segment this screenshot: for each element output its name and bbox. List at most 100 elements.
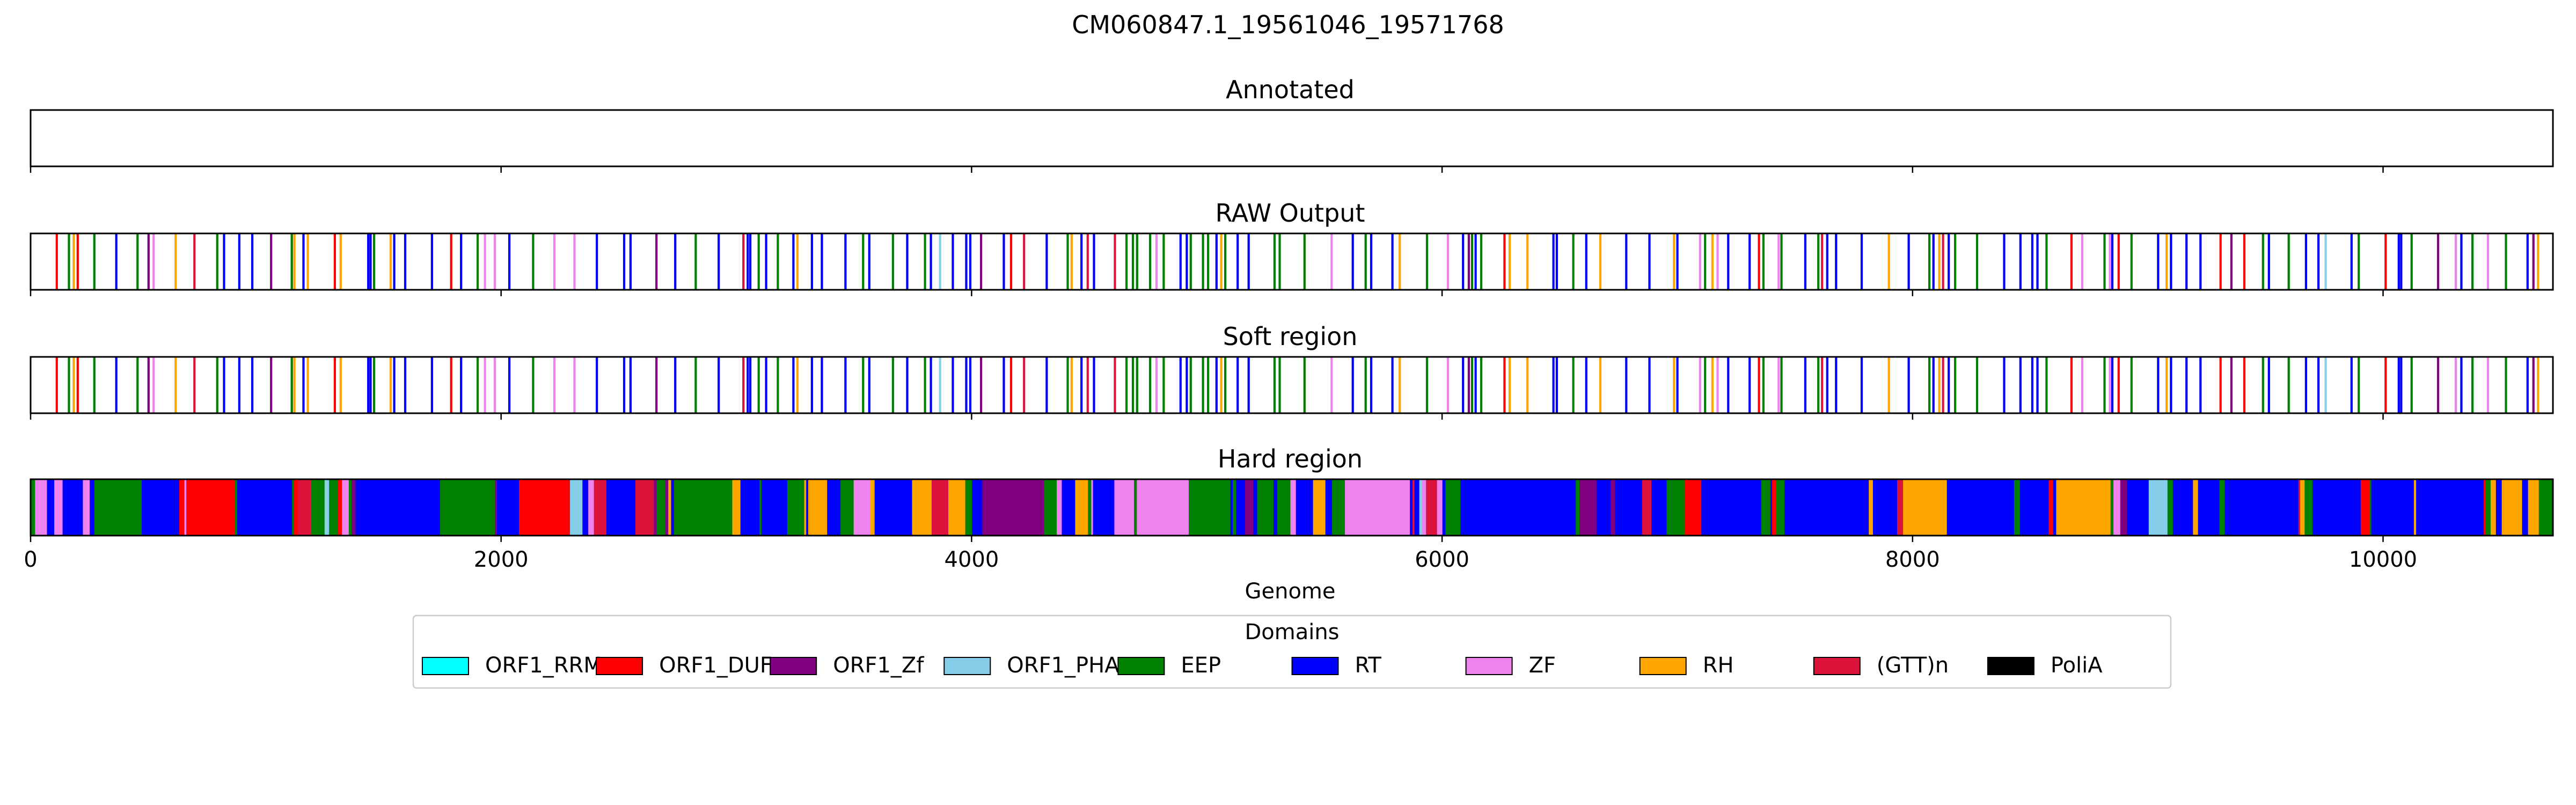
domain-segment: [2416, 479, 2422, 536]
legend-label: ORF1_DUF: [659, 653, 772, 678]
domain-segment: [2391, 479, 2395, 536]
domain-stripe: [2505, 357, 2507, 413]
domain-stripe: [1572, 233, 1575, 290]
domain-stripe: [1136, 357, 1138, 413]
domain-stripe: [573, 357, 576, 413]
domain-stripe: [2170, 357, 2172, 413]
domain-stripe: [1826, 357, 1828, 413]
domain-stripe: [216, 357, 218, 413]
domain-stripe: [174, 357, 177, 413]
domain-stripe: [2397, 233, 2400, 290]
domain-segment: [1903, 479, 1948, 536]
domain-stripe: [2130, 233, 2133, 290]
domain-segment: [668, 479, 672, 536]
domain-stripe: [389, 357, 392, 413]
domain-segment: [1525, 479, 1576, 536]
domain-segment: [1070, 479, 1075, 536]
track-title: Hard region: [1218, 444, 1363, 473]
domain-stripe: [2219, 233, 2222, 290]
domain-stripe: [891, 357, 894, 413]
domain-stripe: [2036, 233, 2039, 290]
domain-stripe: [1826, 233, 1828, 290]
domain-segment: [2371, 479, 2392, 536]
domain-segment: [1296, 479, 1309, 536]
domain-segment: [804, 479, 807, 536]
domain-stripe: [1599, 357, 1602, 413]
domain-stripe: [460, 233, 463, 290]
domain-stripe: [792, 233, 795, 290]
domain-segment: [1642, 479, 1652, 536]
domain-segment: [237, 479, 292, 536]
domain-stripe: [1555, 357, 1558, 413]
domain-stripe: [1093, 233, 1095, 290]
domain-segment: [2421, 479, 2484, 536]
legend-swatch: [1813, 657, 1861, 675]
domain-stripe: [1131, 357, 1135, 413]
domain-stripe: [1136, 233, 1138, 290]
domain-segment: [62, 479, 83, 536]
domain-stripe: [1002, 233, 1005, 290]
domain-segment: [358, 479, 371, 536]
domain-stripe: [2532, 357, 2535, 413]
domain-stripe: [2262, 357, 2264, 413]
x-tick-label: 6000: [1415, 547, 1469, 572]
domain-segment: [348, 479, 352, 536]
domain-segment: [1325, 479, 1331, 536]
domain-stripe: [1804, 233, 1806, 290]
domain-stripe: [1114, 233, 1116, 290]
domain-stripe: [2130, 357, 2133, 413]
domain-stripe: [2157, 233, 2160, 290]
domain-stripe: [1552, 357, 1555, 413]
domain-segment: [1618, 479, 1630, 536]
domain-stripe: [969, 233, 972, 290]
domain-stripe: [718, 357, 720, 413]
domain-stripe: [1370, 233, 1373, 290]
domain-segment: [757, 479, 760, 536]
domain-stripe: [1474, 233, 1477, 290]
domain-stripe: [965, 357, 968, 413]
domain-stripe: [1555, 233, 1558, 290]
domain-segment: [932, 479, 949, 536]
domain-segment: [329, 479, 334, 536]
domain-stripe: [2045, 233, 2048, 290]
domain-segment: [1253, 479, 1258, 536]
domain-segment: [1684, 479, 1692, 536]
domain-stripe: [2460, 233, 2463, 290]
domain-stripe: [1928, 233, 1931, 290]
domain-stripe: [1446, 233, 1450, 290]
domain-segment: [874, 479, 884, 536]
domain-segment: [1857, 479, 1860, 536]
domain-stripe: [2230, 233, 2233, 290]
domain-stripe: [694, 357, 697, 413]
domain-segment: [1308, 479, 1314, 536]
domain-segment: [1776, 479, 1785, 536]
domain-segment: [1257, 479, 1274, 536]
domain-stripe: [1975, 357, 1979, 413]
domain-segment: [635, 479, 654, 536]
domain-stripe: [2526, 233, 2529, 290]
domain-stripe: [1399, 233, 1401, 290]
domain-stripe: [293, 233, 296, 290]
domain-stripe: [2471, 233, 2474, 290]
domain-stripe: [1093, 357, 1095, 413]
domain-stripe: [1480, 233, 1483, 290]
domain-stripe: [76, 233, 79, 290]
legend-swatch: [596, 657, 643, 675]
domain-stripe: [1503, 357, 1506, 413]
domain-stripe: [1446, 357, 1450, 413]
domain-stripe: [1114, 357, 1116, 413]
domain-segment: [1274, 479, 1278, 536]
domain-stripe: [1780, 357, 1783, 413]
domain-stripe: [1303, 233, 1306, 290]
domain-stripe: [862, 357, 865, 413]
domain-stripe: [508, 357, 511, 413]
domain-stripe: [718, 233, 720, 290]
domain-stripe: [1391, 357, 1394, 413]
domain-stripe: [1673, 357, 1675, 413]
domain-stripe: [1278, 233, 1281, 290]
domain-stripe: [2262, 233, 2264, 290]
domain-stripe: [1207, 357, 1210, 413]
domain-stripe: [2350, 357, 2353, 413]
domain-segment: [2300, 479, 2305, 536]
domain-segment: [2501, 479, 2523, 536]
